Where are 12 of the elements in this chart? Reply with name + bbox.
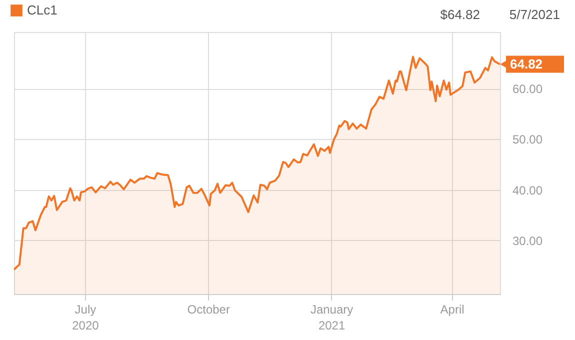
y-tick-label: 40.00	[512, 183, 543, 198]
legend-label: CLc1	[27, 2, 58, 18]
text: 5/7/2021	[509, 7, 560, 22]
x-tick-label: April	[440, 302, 464, 316]
text: $64.82	[440, 7, 480, 22]
y-tick-label: 60.00	[512, 82, 543, 96]
y-tick-label: 50.00	[512, 132, 543, 147]
y-tick-label: 30.00	[512, 234, 543, 248]
x-tick-label: July 2020	[72, 302, 100, 332]
x-tick-label: January 2021	[310, 302, 354, 332]
x-tick-label: October	[187, 302, 230, 316]
text: 64.82	[510, 56, 543, 72]
